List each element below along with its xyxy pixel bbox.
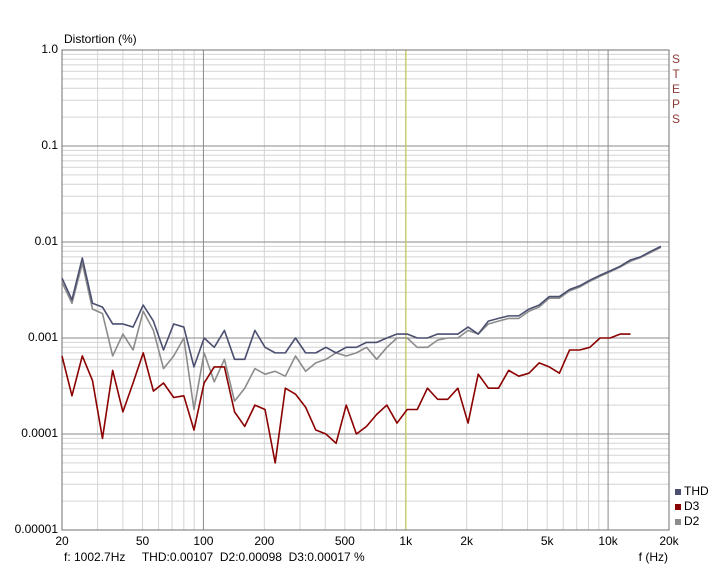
legend-swatch (675, 504, 681, 510)
y-tick-label: 0.1 (41, 138, 58, 152)
x-tick-label: 50 (136, 534, 150, 548)
series-line (61, 245, 662, 368)
y-tick-label: 0.0001 (21, 426, 58, 440)
y-tick-label: 0.001 (28, 330, 58, 344)
legend-swatch (675, 489, 681, 495)
side-label: STEPS (669, 52, 683, 127)
y-tick-label: 0.00001 (15, 522, 59, 536)
series-line (61, 333, 631, 464)
x-tick-label: 1k (399, 534, 413, 548)
x-tick-label: 2k (460, 534, 474, 548)
x-tick-label: 10k (598, 534, 618, 548)
x-tick-label: 200 (254, 534, 274, 548)
legend-label: D2 (684, 514, 700, 528)
legend-swatch (675, 519, 681, 525)
x-axis-label: f (Hz) (639, 550, 668, 564)
y-tick-label: 0.01 (35, 234, 59, 248)
legend-label: D3 (684, 499, 700, 513)
x-tick-label: 20 (55, 534, 69, 548)
plot-area (62, 50, 669, 530)
x-tick-label: 500 (335, 534, 355, 548)
y-tick-label: 1.0 (41, 42, 58, 56)
legend-label: THD (684, 484, 709, 498)
x-tick-label: 100 (193, 534, 213, 548)
series-line (61, 246, 662, 411)
plot-border (61, 49, 670, 531)
x-tick-label: 20k (659, 534, 679, 548)
footer-readout: f: 1002.7Hz THD:0.00107 D2:0.00098 D3:0.… (64, 550, 365, 564)
y-axis-label: Distortion (%) (64, 32, 137, 46)
x-tick-label: 5k (541, 534, 555, 548)
